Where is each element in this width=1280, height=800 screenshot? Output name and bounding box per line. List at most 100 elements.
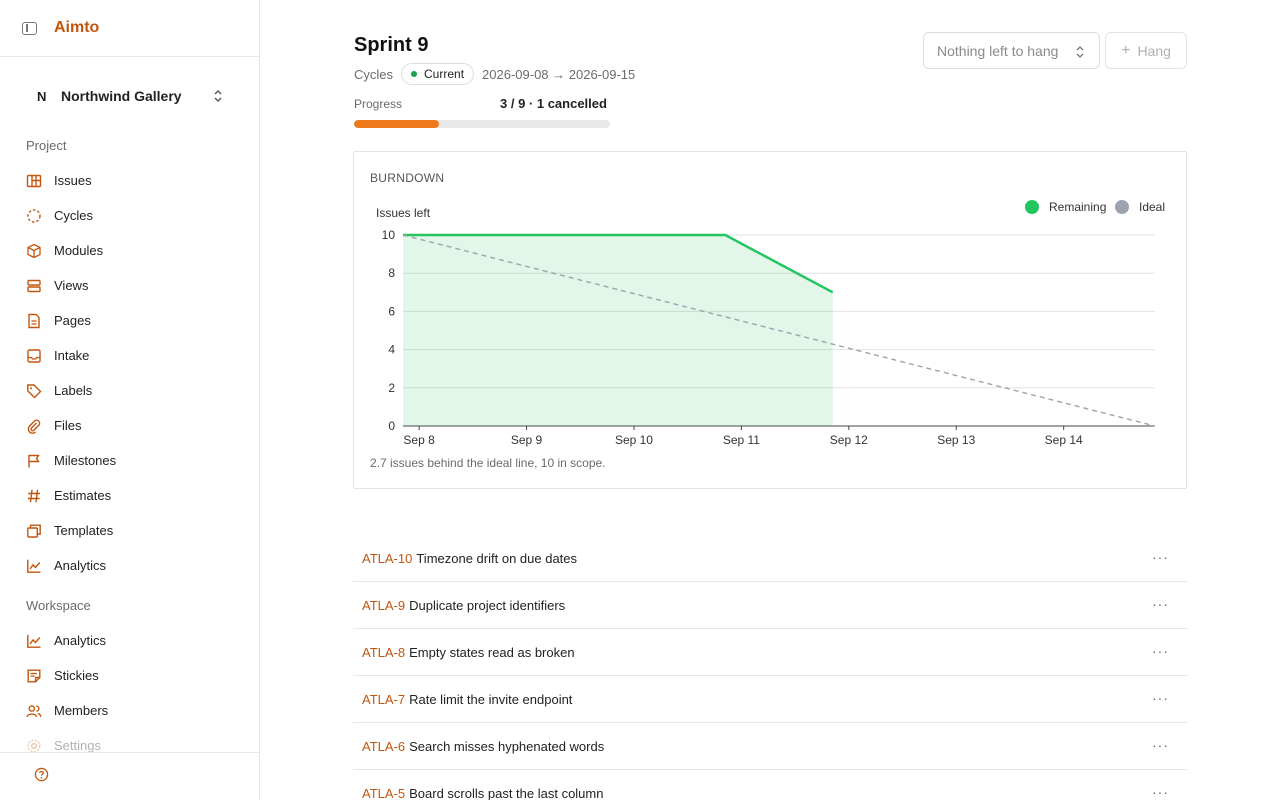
remaining-area — [403, 235, 833, 426]
sidebar-item-issues[interactable]: Issues — [0, 163, 259, 198]
x-tick-label: Sep 10 — [615, 433, 653, 447]
analytics-icon — [27, 559, 41, 573]
sidebar-item-files[interactable]: Files — [0, 408, 259, 443]
plus-icon: + — [1121, 41, 1131, 59]
cycle-meta: Cycles Current 2026-09-08 → 2026-09-15 — [354, 63, 635, 85]
more-options-icon[interactable]: ··· — [1152, 643, 1169, 659]
legend-ideal-label: Ideal — [1139, 200, 1165, 214]
issue-list: ATLA-10 Timezone drift on due dates ··· ATL… — [353, 535, 1187, 800]
sidebar-item-views[interactable]: Views — [0, 268, 259, 303]
issue-row[interactable]: ATLA-6 Search misses hyphenated words ··· — [353, 723, 1187, 770]
hang-button-label: Hang — [1137, 42, 1171, 59]
issue-title: Board scrolls past the last column — [409, 785, 604, 800]
issue-row[interactable]: ATLA-8 Empty states read as broken ··· — [353, 629, 1187, 676]
issue-id: ATLA-8 — [362, 644, 406, 660]
progress-value: 3 / 9 · 1 cancelled — [500, 96, 607, 111]
issue-id: ATLA-7 — [362, 691, 406, 707]
x-tick-label: Sep 8 — [403, 433, 435, 447]
more-options-icon[interactable]: ··· — [1152, 596, 1169, 612]
issue-id: ATLA-10 — [362, 550, 413, 566]
hang-button[interactable]: + Hang — [1105, 32, 1187, 69]
workspace-nav: Analytics Stickies Members Settings — [0, 623, 259, 763]
views-icon — [27, 279, 41, 292]
breadcrumb[interactable]: Cycles — [354, 66, 394, 82]
workspace-name: Northwind Gallery — [61, 88, 182, 104]
issue-row[interactable]: ATLA-9 Duplicate project identifiers ··· — [353, 582, 1187, 629]
page-title: Sprint 9 — [354, 34, 429, 56]
issue-row[interactable]: ATLA-7 Rate limit the invite endpoint ··· — [353, 676, 1187, 723]
y-axis-label: Issues left — [376, 206, 431, 220]
sidebar-item-milestones[interactable]: Milestones — [0, 443, 259, 478]
sidebar-header: Aimto — [0, 0, 259, 57]
issue-row[interactable]: ATLA-5 Board scrolls past the last column… — [353, 770, 1187, 800]
x-tick-label: Sep 9 — [511, 433, 543, 447]
settings-icon — [27, 738, 41, 753]
sidebar-item-analytics[interactable]: Analytics — [0, 548, 259, 583]
templates-icon — [27, 524, 41, 538]
sidebar-item-cycles[interactable]: Cycles — [0, 198, 259, 233]
sidebar-item-label: Cycles — [54, 208, 94, 223]
y-tick-label: 0 — [388, 419, 395, 433]
brand-logo[interactable]: Aimto — [54, 19, 100, 36]
sidebar-item-label: Analytics — [54, 558, 107, 573]
modules-icon — [27, 243, 41, 258]
status-badge: Current — [401, 63, 475, 85]
chevron-up-down-icon — [1076, 46, 1084, 58]
status-label: Current — [424, 67, 465, 81]
sidebar-item-label: Labels — [54, 383, 93, 398]
sidebar-item-intake[interactable]: Intake — [0, 338, 259, 373]
sidebar-item-label: Intake — [54, 348, 90, 363]
issue-id: ATLA-9 — [362, 597, 406, 613]
sidebar-item-workspace-stickies[interactable]: Stickies — [0, 658, 259, 693]
sidebar-item-estimates[interactable]: Estimates — [0, 478, 259, 513]
main-content: Sprint 9 Cycles Current 2026-09-08 → 202… — [260, 0, 1280, 800]
x-tick-label: Sep 12 — [830, 433, 868, 447]
sidebar-item-label: Estimates — [54, 488, 112, 503]
ideal-line — [402, 234, 1156, 427]
sidebar-item-pages[interactable]: Pages — [0, 303, 259, 338]
milestones-icon — [28, 454, 40, 467]
sidebar-item-workspace-members[interactable]: Members — [0, 693, 259, 728]
sidebar-item-modules[interactable]: Modules — [0, 233, 259, 268]
issue-title: Search misses hyphenated words — [409, 738, 605, 754]
sidebar-item-workspace-settings[interactable]: Settings — [0, 728, 259, 763]
sidebar-item-label: Views — [54, 278, 89, 293]
project-nav: Issues Cycles Modules Views Pages Intake Label… — [0, 163, 259, 583]
issue-title: Empty states read as broken — [409, 644, 575, 660]
sidebar-item-label: Issues — [54, 173, 92, 188]
more-options-icon[interactable]: ··· — [1152, 737, 1169, 753]
cycles-icon — [27, 208, 41, 223]
files-icon — [27, 419, 41, 434]
more-options-icon[interactable]: ··· — [1152, 690, 1169, 706]
stickies-icon — [27, 669, 41, 682]
more-options-icon[interactable]: ··· — [1152, 549, 1169, 565]
legend-remaining-label: Remaining — [1049, 200, 1106, 214]
y-tick-label: 8 — [388, 266, 395, 280]
hang-target-select[interactable]: Nothing left to hang — [923, 32, 1100, 69]
issues-icon — [26, 174, 42, 187]
hang-target-select-label: Nothing left to hang — [937, 42, 1059, 59]
sidebar-item-label: Stickies — [54, 668, 99, 683]
sidebar-toggle-icon[interactable] — [22, 21, 37, 35]
chart-footnote: 2.7 issues behind the ideal line, 10 in … — [370, 456, 606, 470]
burndown-chart: Issues left 0 2 4 6 8 10 Sep 8 Sep 9 Sep 10 Sep 11… — [376, 200, 1165, 447]
sidebar-item-templates[interactable]: Templates — [0, 513, 259, 548]
issue-row[interactable]: ATLA-10 Timezone drift on due dates ··· — [353, 535, 1187, 582]
y-tick-label: 6 — [388, 304, 395, 318]
issue-id: ATLA-6 — [362, 738, 406, 754]
y-tick-label: 10 — [382, 228, 396, 242]
sidebar-item-label: Pages — [54, 313, 91, 328]
issue-title: Timezone drift on due dates — [416, 550, 578, 566]
sidebar-item-label: Templates — [54, 523, 114, 538]
status-dot-icon — [411, 71, 418, 77]
workspace-switcher[interactable]: N Northwind Gallery — [18, 75, 241, 117]
legend-ideal-swatch — [1115, 200, 1129, 214]
sidebar-item-labels[interactable]: Labels — [0, 373, 259, 408]
more-options-icon[interactable]: ··· — [1152, 784, 1169, 800]
sidebar-item-workspace-analytics[interactable]: Analytics — [0, 623, 259, 658]
labels-icon — [27, 383, 42, 398]
sidebar-item-label: Settings — [54, 738, 101, 753]
help-icon[interactable] — [34, 767, 49, 787]
sidebar-footer — [0, 752, 259, 800]
members-icon — [26, 704, 42, 717]
